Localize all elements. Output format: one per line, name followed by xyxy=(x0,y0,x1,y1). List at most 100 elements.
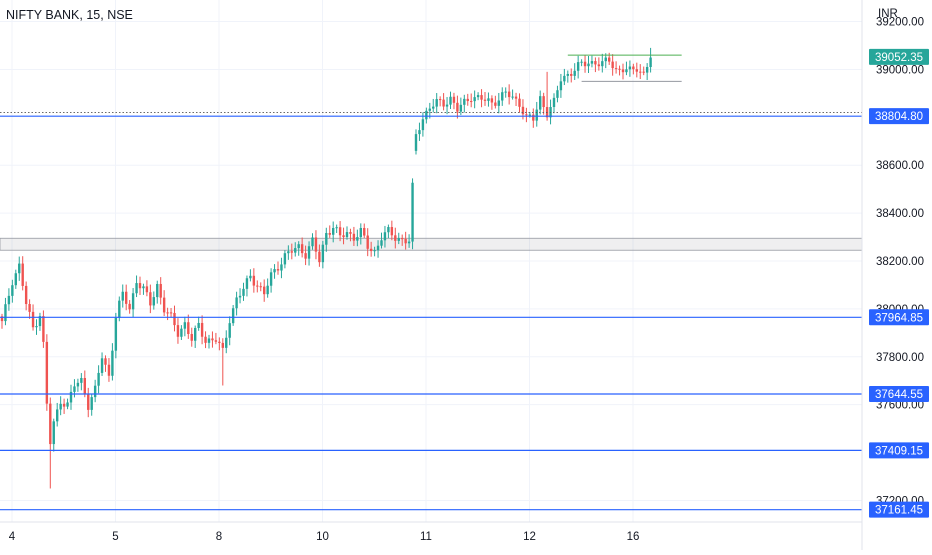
candle-body xyxy=(576,62,580,71)
candle-body xyxy=(114,317,118,351)
candle-body xyxy=(463,98,466,105)
candle-body xyxy=(242,288,245,296)
candle-body xyxy=(452,96,456,103)
candle-body xyxy=(621,69,625,73)
candle-body xyxy=(7,295,11,305)
candle-body xyxy=(252,275,256,286)
price-tick-label: 38200.00 xyxy=(876,256,924,268)
candle-body xyxy=(266,285,269,295)
candle-body xyxy=(200,322,204,337)
candle-body xyxy=(135,283,138,294)
candle-body xyxy=(121,291,124,301)
zone-layer xyxy=(0,237,863,251)
candle-body xyxy=(494,102,497,106)
candle-body xyxy=(376,245,380,251)
candle-body xyxy=(473,97,476,102)
candle-body xyxy=(249,275,252,279)
candle-body xyxy=(273,269,276,273)
candle-body xyxy=(459,104,463,112)
candle-body xyxy=(487,98,490,101)
candle-body xyxy=(539,96,542,110)
candle-body xyxy=(228,323,231,338)
candle-body xyxy=(162,297,166,313)
candle-body xyxy=(211,338,214,341)
candle-body xyxy=(28,304,31,312)
candle-body xyxy=(608,57,611,62)
candle-body xyxy=(104,358,107,365)
candle-body xyxy=(118,300,121,318)
candle-body xyxy=(511,96,514,98)
candle-body xyxy=(128,303,131,310)
symbol-title[interactable]: NIFTY BANK, 15, NSE xyxy=(6,8,133,22)
candle-body xyxy=(238,295,242,298)
candle-body xyxy=(300,244,304,254)
candle-body xyxy=(235,297,238,309)
candle-body xyxy=(587,63,590,67)
candle-body xyxy=(625,69,628,73)
level-badge xyxy=(869,386,929,403)
candle-body xyxy=(311,237,314,247)
candle-body xyxy=(80,378,83,383)
candle-body xyxy=(411,182,414,242)
candle-body xyxy=(432,106,435,109)
candle-body xyxy=(159,283,162,298)
candle-body xyxy=(359,227,362,238)
candle-body xyxy=(466,98,469,102)
candle-body xyxy=(90,397,93,410)
candle-body xyxy=(231,308,235,324)
candle-body xyxy=(169,312,173,314)
candle-body xyxy=(194,327,197,341)
last-price-label: 39052.35 xyxy=(875,52,923,64)
candle-body xyxy=(552,97,556,108)
time-tick-label: 16 xyxy=(627,531,640,543)
candle-body xyxy=(18,263,21,274)
candle-body xyxy=(269,272,273,286)
candle-body xyxy=(204,336,207,343)
candle-body xyxy=(570,73,573,76)
price-tick-label: 38400.00 xyxy=(876,208,924,220)
level-badge xyxy=(869,309,929,326)
candle-body xyxy=(93,385,97,398)
candle-body xyxy=(21,263,24,286)
candle-body xyxy=(590,61,594,64)
candle-body xyxy=(349,232,352,234)
candle-body xyxy=(149,292,152,306)
candle-body xyxy=(245,278,249,289)
candle-body xyxy=(263,286,266,295)
candle-body xyxy=(532,114,535,121)
candle-body xyxy=(387,227,390,233)
candle-body xyxy=(470,101,473,103)
candle-body xyxy=(294,248,297,253)
candle-body xyxy=(566,73,569,76)
candle-body xyxy=(325,232,328,245)
candle-body xyxy=(11,285,14,296)
candle-body xyxy=(394,235,397,241)
candle-body xyxy=(345,232,349,238)
candle-body xyxy=(401,238,404,240)
candle-body xyxy=(173,312,176,326)
candle-body xyxy=(563,75,566,82)
candle-body xyxy=(645,67,649,73)
candle-body xyxy=(190,333,193,341)
candle-body xyxy=(373,250,376,252)
candle-body xyxy=(100,358,104,373)
candle-body xyxy=(321,244,325,263)
candle-body xyxy=(456,102,459,112)
candle-body xyxy=(287,251,290,254)
candle-body xyxy=(528,114,532,116)
candle-body xyxy=(66,402,69,407)
candle-body xyxy=(611,61,614,69)
level-badge xyxy=(869,442,929,459)
candle-body xyxy=(69,391,73,403)
time-tick-label: 12 xyxy=(523,531,536,543)
candle-layer xyxy=(0,47,652,489)
candle-body xyxy=(363,227,366,236)
candle-body xyxy=(304,253,307,259)
level-badge-label: 37409.15 xyxy=(875,445,923,457)
price-tick-label: 39200.00 xyxy=(876,17,924,29)
candle-body xyxy=(97,372,100,386)
level-badge xyxy=(869,108,929,125)
price-tick-label: 39000.00 xyxy=(876,64,924,76)
